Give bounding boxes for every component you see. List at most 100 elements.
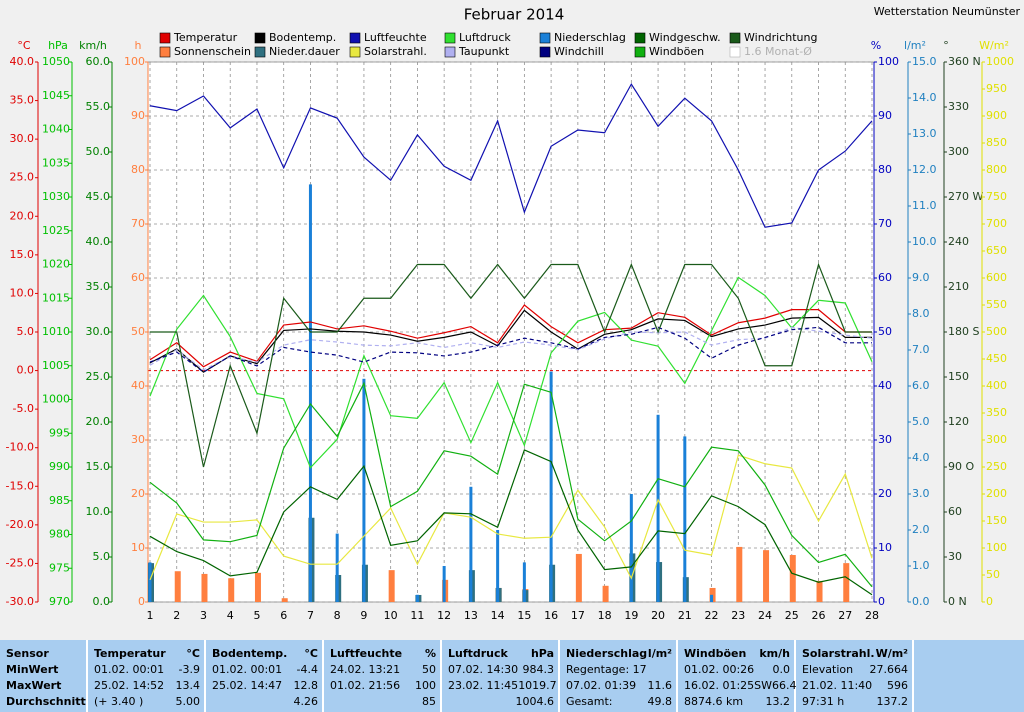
legend-swatch <box>729 32 741 44</box>
table-row: 01.02. 00:01 -3.9 <box>94 662 200 678</box>
y-tick-label: 15.0 <box>10 248 35 261</box>
stats-table: Sensor MinWert MaxWert Durchschnitt Temperat… <box>0 640 1024 712</box>
y-tick-label: 1.0 <box>912 559 930 572</box>
y-tick-label: -30.0 <box>6 595 34 608</box>
group-column: Luftdruck hPa 07.02. 14:30 984.3 23.02. 11:4… <box>442 640 560 712</box>
y-tick-label: -25.0 <box>6 556 34 569</box>
y-tick-label: 985 <box>49 494 70 507</box>
row-label: MaxWert <box>6 678 82 694</box>
y-tick-label: 35.0 <box>86 280 111 293</box>
x-tick-label: 3 <box>200 609 207 622</box>
y-tick-label: 100 <box>878 55 899 68</box>
group-column: Temperatur °C 01.02. 00:01 -3.9 25.02. 14:52… <box>88 640 206 712</box>
x-tick-label: 27 <box>838 609 852 622</box>
group-title: Solarstrahl. <box>802 647 875 660</box>
group-header: Temperatur °C <box>94 646 200 662</box>
table-row: 8874.6 km 13.2 <box>684 694 790 710</box>
legend-label: Windchill <box>554 45 604 58</box>
cell-left: 01.02. 21:56 <box>330 679 401 692</box>
y-tick-label: 0 N <box>948 595 967 608</box>
bar <box>710 594 714 602</box>
y-tick-label: 7.0 <box>912 343 930 356</box>
table-row: 97:31 h 137.2 <box>802 694 908 710</box>
y-tick-label: 30 <box>131 433 145 446</box>
chart-title: Februar 2014 <box>464 6 565 24</box>
y-tick-label: 20.0 <box>86 415 111 428</box>
y-tick-label: 30.0 <box>86 325 111 338</box>
x-tick-label: 17 <box>571 609 585 622</box>
table-row: 21.02. 11:40 596 <box>802 678 908 694</box>
legend-label: Windböen <box>649 45 704 58</box>
bar <box>254 572 261 602</box>
x-tick-label: 22 <box>705 609 719 622</box>
y-tick-label: 800 <box>986 163 1007 176</box>
y-tick-label: 0 <box>138 595 145 608</box>
cell-right: 984.3 <box>522 663 555 676</box>
group-title: Luftdruck <box>448 647 508 660</box>
legend-swatch <box>254 32 266 44</box>
y-tick-label: 40 <box>131 379 145 392</box>
bar <box>575 553 582 602</box>
legend-swatch <box>634 46 646 58</box>
y-tick-label: 995 <box>49 426 70 439</box>
cell-right: -4.4 <box>296 663 318 676</box>
cell-left: 07.02. 14:30 <box>448 663 519 676</box>
y-tick-label: 1000 <box>986 55 1014 68</box>
y-tick-label: 40.0 <box>10 55 35 68</box>
y-tick-label: 100 <box>124 55 145 68</box>
group-unit: l/m² <box>647 647 672 660</box>
bar <box>789 555 796 602</box>
x-tick-label: 7 <box>307 609 314 622</box>
y-tick-label: 8.0 <box>912 307 930 320</box>
y-tick-label: 35.0 <box>10 94 35 107</box>
axis-unit: ° <box>943 39 949 52</box>
y-tick-label: 700 <box>986 217 1007 230</box>
series-line <box>149 309 872 373</box>
y-tick-label: 350 <box>986 406 1007 419</box>
station-name: Wetterstation Neumünster <box>874 5 1021 18</box>
legend-label: Windgeschw. <box>649 31 721 44</box>
group-unit: km/h <box>759 647 790 660</box>
group-title: Luftfeuchte <box>330 647 403 660</box>
y-tick-label: 5.0 <box>93 550 111 563</box>
bar <box>602 585 609 602</box>
row-label: MinWert <box>6 662 82 678</box>
table-row: Elevation 27.664 <box>802 662 908 678</box>
bar <box>843 563 850 602</box>
table-row: 07.02. 14:30 984.3 <box>448 662 554 678</box>
cell-left: 25.02. 14:47 <box>212 679 283 692</box>
y-tick-label: 1030 <box>42 190 70 203</box>
x-tick-label: 26 <box>812 609 826 622</box>
legend-swatch <box>634 32 646 44</box>
cell-left: Gesamt: <box>566 695 613 708</box>
group-header: Bodentemp. °C <box>212 646 318 662</box>
x-tick-label: 15 <box>517 609 531 622</box>
legend-label: Nieder.dauer <box>269 45 340 58</box>
y-tick-label: 200 <box>986 487 1007 500</box>
series-line <box>149 381 873 588</box>
table-row: 01.02. 00:01 -4.4 <box>212 662 318 678</box>
y-tick-label: 60 <box>948 505 962 518</box>
x-tick-label: 2 <box>173 609 180 622</box>
x-tick-label: 5 <box>253 609 260 622</box>
y-tick-label: 970 <box>49 595 70 608</box>
bar <box>362 378 366 602</box>
y-tick-label: 1000 <box>42 393 70 406</box>
y-tick-label: 3.0 <box>912 487 930 500</box>
cell-left: Regentage: 17 <box>566 663 647 676</box>
y-tick-label: 1015 <box>42 291 70 304</box>
cell-right: 100 <box>415 679 436 692</box>
bar <box>629 494 633 602</box>
bar <box>174 571 181 602</box>
legend-swatch <box>349 46 361 58</box>
x-tick-label: 25 <box>785 609 799 622</box>
y-tick-label: 1050 <box>42 55 70 68</box>
sensor-column: Sensor MinWert MaxWert Durchschnitt <box>0 640 88 712</box>
series-line <box>149 304 872 368</box>
axis-unit: W/m² <box>979 39 1009 52</box>
x-tick-label: 19 <box>624 609 638 622</box>
x-tick-label: 8 <box>334 609 341 622</box>
group-column: Solarstrahl. W/m² Elevation 27.664 21.02. 11… <box>796 640 914 712</box>
cell-right: 1004.6 <box>515 695 555 708</box>
y-tick-label: 300 <box>986 433 1007 446</box>
